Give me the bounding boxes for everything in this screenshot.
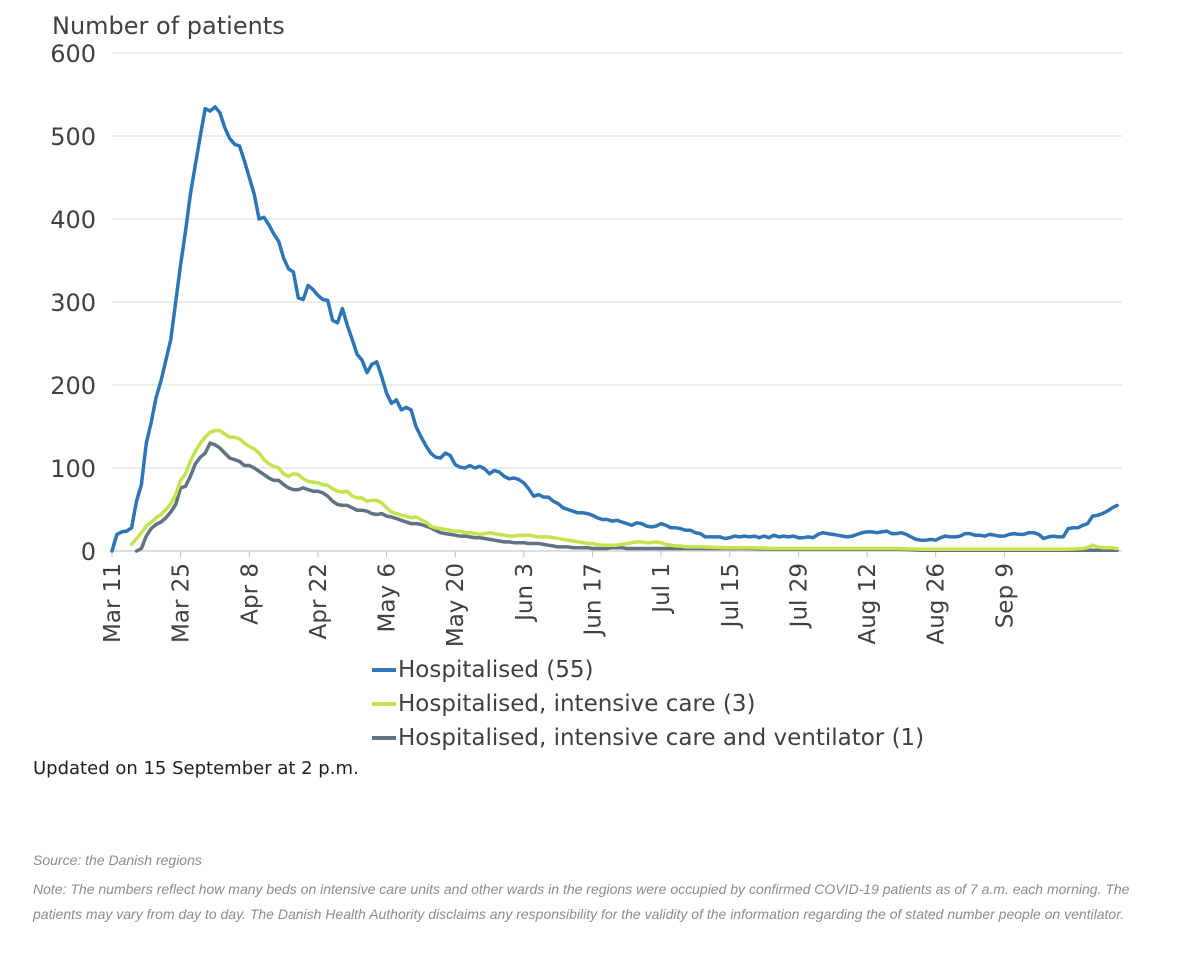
x-tick-label: Jul 29 (786, 563, 812, 629)
x-tick-label: Mar 25 (169, 563, 195, 643)
y-tick-label: 400 (50, 206, 96, 234)
x-tick-label: Sep 9 (992, 563, 1018, 628)
legend-swatch-intensive-care (372, 702, 396, 706)
legend-label-ventilator: Hospitalised, intensive care and ventila… (398, 725, 925, 751)
line-chart: Number of patients 0 100 200 300 400 500 600 M… (50, 12, 1122, 647)
y-axis-title: Number of patients (52, 12, 285, 40)
legend-item-ventilator: Hospitalised, intensive care and ventila… (372, 721, 924, 755)
y-tick-label: 0 (81, 538, 96, 566)
y-axis-ticks: 0 100 200 300 400 500 600 (50, 40, 96, 566)
legend-swatch-ventilator (372, 736, 396, 740)
y-tick-label: 500 (50, 123, 96, 151)
x-axis-ticks: Mar 11 Mar 25 Apr 8 Apr 22 May 6 May 20 Jun 3 J… (100, 551, 1018, 647)
y-tick-label: 600 (50, 40, 96, 68)
legend-item-intensive-care: Hospitalised, intensive care (3) (372, 687, 924, 721)
x-tick-label: Jun 3 (512, 563, 538, 623)
x-tick-label: Jul 1 (649, 563, 675, 615)
x-tick-label: Mar 11 (100, 563, 126, 643)
x-tick-label: Jun 17 (580, 563, 606, 638)
legend-label-hospitalised: Hospitalised (55) (398, 657, 594, 683)
x-tick-label: Aug 26 (924, 563, 950, 645)
series-line-hospitalised (110, 105, 1119, 553)
note-text: Note: The numbers reflect how many beds … (33, 881, 1130, 922)
legend-item-hospitalised: Hospitalised (55) (372, 653, 924, 687)
x-tick-label: Apr 8 (237, 563, 263, 625)
source-text: Source: the Danish regions (33, 852, 202, 868)
legend: Hospitalised (55) Hospitalised, intensiv… (372, 653, 924, 755)
x-tick-label: Aug 12 (855, 563, 881, 645)
legend-label-intensive-care: Hospitalised, intensive care (3) (398, 691, 756, 717)
x-tick-label: Apr 22 (306, 563, 332, 639)
series-lines (110, 105, 1119, 553)
x-tick-label: May 20 (443, 563, 469, 647)
series-line-intensive-care (129, 428, 1119, 552)
legend-swatch-hospitalised (372, 668, 396, 672)
updated-text: Updated on 15 September at 2 p.m. (33, 758, 359, 779)
x-tick-label: Jul 15 (718, 563, 744, 629)
y-tick-label: 300 (50, 289, 96, 317)
y-tick-label: 200 (50, 372, 96, 400)
y-tick-label: 100 (50, 455, 96, 483)
x-tick-label: May 6 (375, 563, 401, 633)
